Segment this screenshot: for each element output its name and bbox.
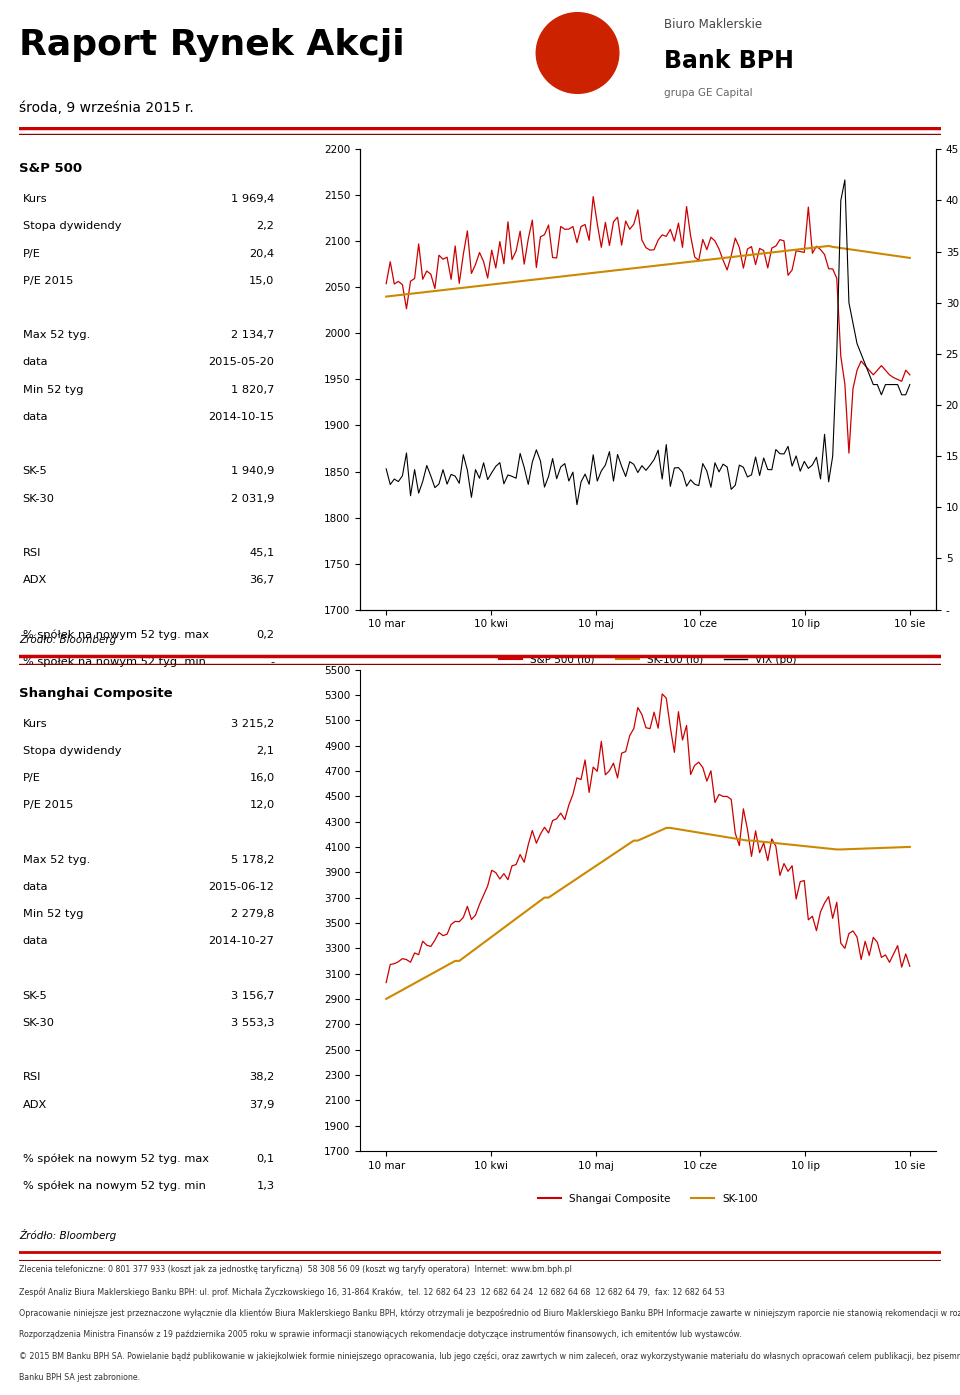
Text: 38,2: 38,2: [250, 1073, 275, 1083]
Text: 20,4: 20,4: [250, 248, 275, 258]
Text: data: data: [23, 936, 48, 946]
Text: 2 031,9: 2 031,9: [231, 494, 275, 504]
Text: 45,1: 45,1: [250, 548, 275, 558]
Text: P/E: P/E: [23, 248, 40, 258]
Text: SK-5: SK-5: [23, 466, 47, 476]
Text: 0,1: 0,1: [256, 1154, 275, 1163]
Text: Min 52 tyg: Min 52 tyg: [23, 910, 84, 919]
Text: 3 553,3: 3 553,3: [231, 1018, 275, 1028]
Text: Shanghai Composite: Shanghai Composite: [19, 686, 173, 700]
Text: SK-30: SK-30: [23, 494, 55, 504]
Text: Kurs: Kurs: [23, 194, 47, 204]
Text: 1 940,9: 1 940,9: [231, 466, 275, 476]
Text: 2,1: 2,1: [256, 746, 275, 756]
Text: 3 156,7: 3 156,7: [231, 990, 275, 1000]
Text: -: -: [271, 657, 275, 667]
Text: 16,0: 16,0: [250, 773, 275, 783]
Text: data: data: [23, 357, 48, 367]
Text: SK-5: SK-5: [23, 990, 47, 1000]
Text: RSI: RSI: [23, 1073, 41, 1083]
Text: P/E 2015: P/E 2015: [23, 276, 73, 286]
Text: 1,3: 1,3: [256, 1182, 275, 1191]
Ellipse shape: [537, 13, 619, 93]
Text: 36,7: 36,7: [250, 575, 275, 585]
Text: 1 969,4: 1 969,4: [231, 194, 275, 204]
Text: Min 52 tyg: Min 52 tyg: [23, 385, 84, 395]
Text: grupa GE Capital: grupa GE Capital: [664, 88, 753, 98]
Text: S&P 500: S&P 500: [19, 162, 83, 176]
Text: ADX: ADX: [23, 575, 47, 585]
Text: środa, 9 września 2015 r.: środa, 9 września 2015 r.: [19, 100, 194, 116]
Text: 1 820,7: 1 820,7: [231, 385, 275, 395]
Text: 2015-05-20: 2015-05-20: [208, 357, 275, 367]
Text: P/E: P/E: [23, 773, 40, 783]
Legend: S&P 500 (lo), SK-100 (lo), VIX (po): S&P 500 (lo), SK-100 (lo), VIX (po): [495, 650, 801, 668]
Text: Bank BPH: Bank BPH: [664, 49, 794, 73]
Text: 2015-06-12: 2015-06-12: [208, 882, 275, 891]
Text: Rozporządzenia Ministra Finansów z 19 października 2005 roku w sprawie informacj: Rozporządzenia Ministra Finansów z 19 pa…: [19, 1329, 742, 1339]
Text: data: data: [23, 882, 48, 891]
Text: 2 134,7: 2 134,7: [231, 331, 275, 340]
Legend: Shangai Composite, SK-100: Shangai Composite, SK-100: [534, 1190, 762, 1208]
Text: Kurs: Kurs: [23, 718, 47, 728]
Text: 0,2: 0,2: [256, 629, 275, 639]
Text: 15,0: 15,0: [250, 276, 275, 286]
Text: ADX: ADX: [23, 1099, 47, 1109]
Text: 12,0: 12,0: [250, 801, 275, 810]
Text: Max 52 tyg.: Max 52 tyg.: [23, 855, 90, 865]
Text: Biuro Maklerskie: Biuro Maklerskie: [664, 18, 762, 31]
Text: Opracowanie niniejsze jest przeznaczone wyłącznie dla klientów Biura Maklerskieg: Opracowanie niniejsze jest przeznaczone …: [19, 1309, 960, 1318]
Text: 2,2: 2,2: [256, 222, 275, 232]
Text: P/E 2015: P/E 2015: [23, 801, 73, 810]
Text: % spółek na nowym 52 tyg. max: % spółek na nowym 52 tyg. max: [23, 1154, 208, 1165]
Text: % spółek na nowym 52 tyg. min: % spółek na nowym 52 tyg. min: [23, 1182, 205, 1191]
Text: data: data: [23, 412, 48, 421]
Text: RSI: RSI: [23, 548, 41, 558]
Text: 2014-10-15: 2014-10-15: [208, 412, 275, 421]
Text: Banku BPH SA jest zabronione.: Banku BPH SA jest zabronione.: [19, 1373, 140, 1382]
Text: 2 279,8: 2 279,8: [231, 910, 275, 919]
Text: 2014-10-27: 2014-10-27: [208, 936, 275, 946]
Text: 5 178,2: 5 178,2: [231, 855, 275, 865]
Text: % spółek na nowym 52 tyg. min: % spółek na nowym 52 tyg. min: [23, 657, 205, 667]
Text: Raport Rynek Akcji: Raport Rynek Akcji: [19, 28, 405, 63]
Text: % spółek na nowym 52 tyg. max: % spółek na nowym 52 tyg. max: [23, 629, 208, 640]
Text: SK-30: SK-30: [23, 1018, 55, 1028]
Text: Max 52 tyg.: Max 52 tyg.: [23, 331, 90, 340]
Text: Źródło: Bloomberg: Źródło: Bloomberg: [19, 1229, 116, 1240]
Text: 37,9: 37,9: [250, 1099, 275, 1109]
Text: Źródło: Bloomberg: Źródło: Bloomberg: [19, 633, 116, 644]
Text: © 2015 BM Banku BPH SA. Powielanie bądź publikowanie w jakiejkolwiek formie nini: © 2015 BM Banku BPH SA. Powielanie bądź …: [19, 1352, 960, 1362]
Text: Stopa dywidendy: Stopa dywidendy: [23, 746, 121, 756]
Text: Stopa dywidendy: Stopa dywidendy: [23, 222, 121, 232]
Text: Zlecenia telefoniczne: 0 801 377 933 (koszt jak za jednostkę taryficzną)  58 308: Zlecenia telefoniczne: 0 801 377 933 (ko…: [19, 1265, 572, 1274]
Text: Zespół Analiz Biura Maklerskiego Banku BPH: ul. prof. Michała Życzkowskiego 16, : Zespół Analiz Biura Maklerskiego Banku B…: [19, 1286, 725, 1297]
Text: 3 215,2: 3 215,2: [231, 718, 275, 728]
